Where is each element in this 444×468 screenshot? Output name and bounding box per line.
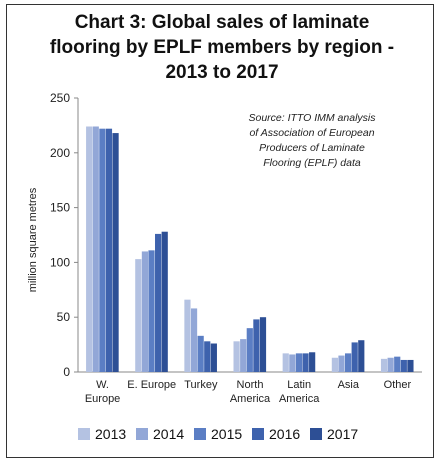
bar-2014-5 [338, 355, 345, 372]
legend-label: 2013 [95, 426, 127, 442]
x-category-label: North America [230, 379, 271, 405]
chart-frame [6, 4, 434, 458]
chart-title: Chart 3: Global sales of laminate floori… [49, 12, 395, 83]
bar-2017-3 [259, 317, 267, 372]
legend-item-2015: 2015 [194, 424, 242, 444]
bar-2013-3 [233, 341, 240, 372]
bar-2016-4 [302, 353, 309, 372]
legend-swatch [310, 428, 322, 440]
y-tick-label: 100 [50, 255, 70, 269]
bar-2013-2 [184, 299, 191, 372]
legend-swatch [194, 428, 206, 440]
bar-2015-3 [246, 328, 253, 372]
bar-2013-0 [86, 126, 93, 372]
bar-2014-3 [240, 339, 247, 372]
bar-2016-5 [351, 342, 358, 372]
legend-swatch [252, 428, 264, 440]
bar-2014-6 [387, 357, 394, 372]
bar-2017-0 [112, 133, 119, 372]
x-category-label: E. Europe [127, 379, 176, 391]
legend-item-2017: 2017 [310, 424, 358, 444]
bar-2015-0 [99, 128, 106, 372]
bar-2016-6 [400, 359, 407, 372]
x-category-label: W. Europe [85, 379, 120, 405]
x-category-label: Turkey [184, 379, 218, 391]
y-tick-label: 200 [50, 146, 70, 160]
x-category-label: Latin America [279, 379, 320, 405]
legend-label: 2016 [269, 426, 301, 442]
y-tick-label: 250 [50, 91, 70, 105]
bar-2016-3 [253, 319, 260, 372]
bar-2017-1 [161, 231, 168, 372]
bar-2015-1 [148, 250, 155, 372]
legend-swatch [78, 428, 90, 440]
x-category-label: Other [384, 379, 412, 391]
bar-2016-1 [155, 233, 162, 372]
bar-2013-1 [135, 259, 142, 372]
bar-2017-6 [407, 359, 414, 372]
bar-2016-2 [204, 341, 211, 372]
y-axis-label: million square metres [27, 187, 39, 292]
bar-2015-5 [344, 353, 352, 372]
bar-2015-4 [295, 353, 303, 372]
legend-label: 2014 [153, 426, 185, 442]
source-annotation: Source: ITTO IMM analysis of Association … [248, 112, 376, 169]
bar-2014-4 [289, 354, 296, 372]
bar-2015-2 [197, 335, 204, 372]
bar-2014-1 [141, 251, 149, 372]
bar-2015-6 [394, 356, 401, 372]
legend-item-2013: 2013 [78, 424, 126, 444]
bar-2016-0 [105, 128, 113, 372]
bar-2017-2 [210, 343, 217, 372]
legend-label: 2017 [327, 426, 359, 442]
y-tick-label: 50 [57, 310, 71, 324]
bar-2017-5 [358, 340, 365, 372]
bar-2014-2 [190, 308, 198, 372]
bar-2017-4 [309, 352, 316, 372]
legend-item-2014: 2014 [136, 424, 184, 444]
bar-2014-0 [92, 126, 99, 372]
legend-item-2016: 2016 [252, 424, 300, 444]
x-category-label: Asia [338, 379, 360, 391]
bar-2013-4 [282, 353, 289, 372]
bar-2013-6 [380, 358, 388, 372]
legend: 2013 2014 2015 2016 2017 [78, 424, 438, 444]
legend-label: 2015 [211, 426, 243, 442]
y-tick-label: 150 [50, 201, 70, 215]
legend-swatch [136, 428, 148, 440]
bar-2013-5 [331, 357, 338, 372]
y-tick-label: 0 [63, 365, 70, 379]
